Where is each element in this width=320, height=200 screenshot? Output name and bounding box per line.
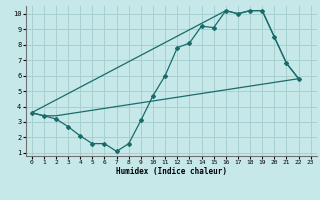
X-axis label: Humidex (Indice chaleur): Humidex (Indice chaleur) — [116, 167, 227, 176]
